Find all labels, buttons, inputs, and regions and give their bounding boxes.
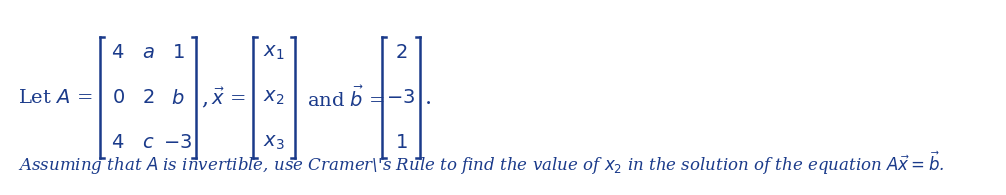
Text: ,: ,	[201, 87, 208, 109]
Text: Let $\mathit{A}$ =: Let $\mathit{A}$ =	[18, 89, 93, 107]
Text: and $\vec{b}$ =: and $\vec{b}$ =	[307, 85, 385, 111]
Text: $\mathit{4}$: $\mathit{4}$	[112, 134, 125, 152]
Text: $\mathit{1}$: $\mathit{1}$	[172, 44, 184, 62]
Text: $\mathit{x_3}$: $\mathit{x_3}$	[264, 134, 285, 152]
Text: $\mathit{x_1}$: $\mathit{x_1}$	[264, 44, 285, 62]
Text: $\vec{x}$ =: $\vec{x}$ =	[211, 87, 245, 109]
Text: $\mathit{1}$: $\mathit{1}$	[394, 134, 407, 152]
Text: $\mathit{b}$: $\mathit{b}$	[171, 89, 185, 107]
Text: $-3$: $-3$	[386, 89, 415, 107]
Text: $-3$: $-3$	[163, 134, 192, 152]
Text: $\mathit{0}$: $\mathit{0}$	[112, 89, 125, 107]
Text: $\mathit{c}$: $\mathit{c}$	[142, 134, 154, 152]
Text: $\mathit{2}$: $\mathit{2}$	[142, 89, 154, 107]
Text: .: .	[425, 87, 433, 109]
Text: $\mathit{a}$: $\mathit{a}$	[142, 44, 154, 62]
Text: $\mathit{2}$: $\mathit{2}$	[394, 44, 407, 62]
Text: $\mathit{4}$: $\mathit{4}$	[112, 44, 125, 62]
Text: Assuming that $\mathit{A}$ is invertible, use Cramer\'s Rule to find the value o: Assuming that $\mathit{A}$ is invertible…	[18, 150, 945, 177]
Text: $\mathit{x_2}$: $\mathit{x_2}$	[264, 89, 285, 107]
